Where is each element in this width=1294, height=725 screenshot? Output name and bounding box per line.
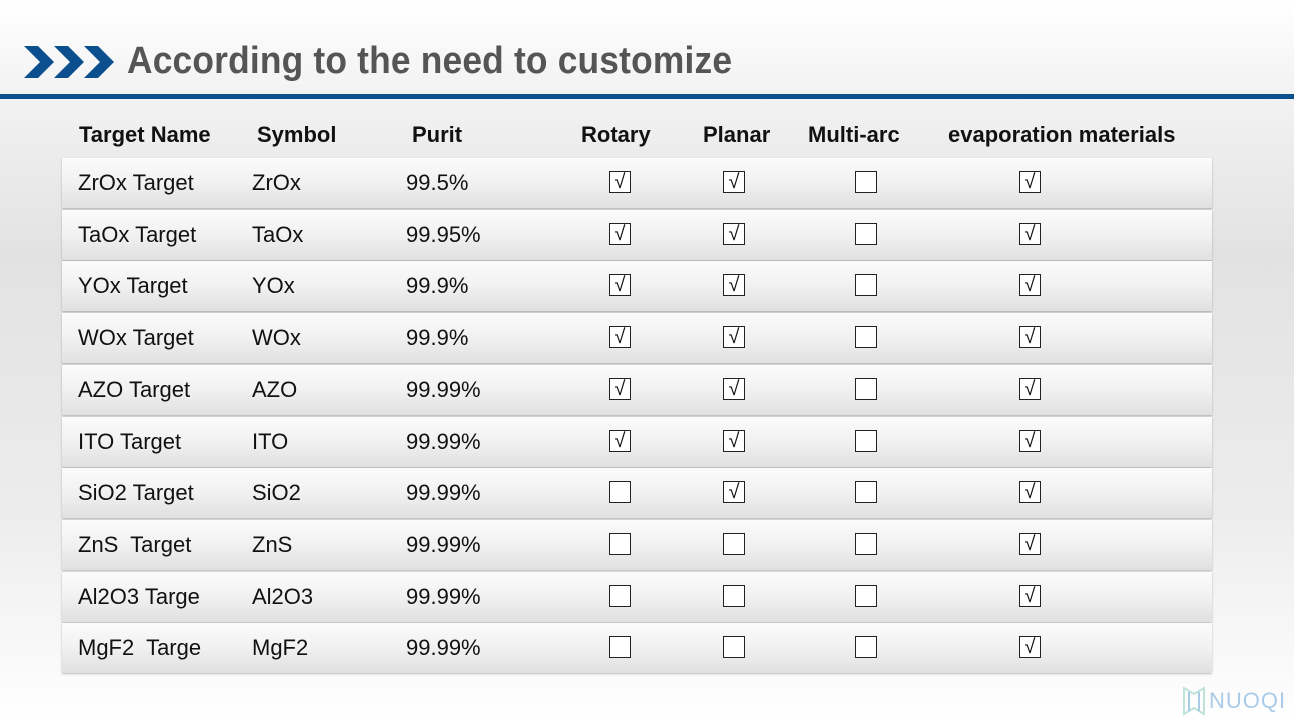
cell-name: SiO2 Target — [78, 480, 194, 506]
checked-box-icon: √ — [723, 429, 745, 452]
unchecked-box-icon — [723, 532, 745, 555]
header-symbol: Symbol — [257, 122, 337, 147]
checked-box-icon: √ — [723, 222, 745, 245]
checked-box-icon: √ — [723, 481, 745, 504]
page-title: According to the need to customize — [127, 40, 733, 82]
cell-symbol: ZrOx — [252, 170, 301, 195]
checked-box-icon: √ — [609, 274, 631, 297]
table-row: YOx Target YOx 99.9% √ √ √ — [62, 261, 1212, 312]
checked-box-icon: √ — [1019, 377, 1041, 400]
header-target-name: Target Name — [79, 122, 211, 147]
unchecked-box-icon — [855, 171, 877, 193]
cell-purity: 99.99% — [406, 531, 481, 557]
unchecked-box-icon — [609, 584, 631, 607]
cell-purity: 99.99% — [406, 376, 481, 402]
cell-symbol: TaOx — [252, 221, 304, 247]
unchecked-box-icon — [855, 532, 877, 555]
checked-box-icon: √ — [609, 377, 631, 400]
cell-purity: 99.5% — [406, 170, 469, 195]
cell-name: YOx Target — [78, 273, 188, 299]
cell-purity: 99.99% — [406, 428, 481, 454]
checked-box-icon: √ — [1019, 584, 1041, 607]
header-planar: Planar — [703, 122, 771, 147]
checked-box-icon: √ — [1019, 171, 1041, 193]
table-row: ZrOx Target ZrOx 99.5% √ √ √ — [62, 158, 1212, 208]
table-row: WOx Target WOx 99.9% √ √ √ — [62, 313, 1212, 364]
checked-box-icon: √ — [609, 326, 631, 349]
unchecked-box-icon — [723, 636, 745, 659]
table-row: TaOx Target TaOx 99.95% √ √ √ — [62, 209, 1212, 260]
cell-symbol: YOx — [252, 273, 295, 299]
cell-purity: 99.99% — [406, 635, 481, 661]
unchecked-box-icon — [855, 481, 877, 504]
unchecked-box-icon — [609, 636, 631, 659]
header-rotary: Rotary — [581, 122, 651, 147]
cell-name: ITO Target — [78, 428, 182, 454]
checked-box-icon: √ — [1019, 481, 1041, 504]
unchecked-box-icon — [723, 584, 745, 607]
table-row: AZO Target AZO 99.99% √ √ √ — [62, 364, 1212, 415]
unchecked-box-icon — [855, 636, 877, 659]
cell-name: Al2O3 Targe — [78, 583, 200, 609]
header-multi-arc: Multi-arc — [808, 122, 900, 147]
cell-symbol: SiO2 — [252, 480, 301, 506]
cell-name: ZnS Target — [78, 531, 192, 557]
checked-box-icon: √ — [723, 326, 745, 349]
checked-box-icon: √ — [609, 171, 631, 193]
table-row: Al2O3 Targe Al2O3 99.99% √ — [62, 571, 1212, 622]
cell-purity: 99.95% — [406, 221, 481, 247]
checked-box-icon: √ — [723, 377, 745, 400]
unchecked-box-icon — [609, 532, 631, 555]
checked-box-icon: √ — [609, 429, 631, 452]
nuoqi-logo: NUOQI — [1182, 686, 1286, 716]
unchecked-box-icon — [855, 274, 877, 297]
checked-box-icon: √ — [1019, 429, 1041, 452]
header-evaporation: evaporation materials — [948, 122, 1176, 147]
cell-name: MgF2 Targe — [78, 635, 202, 661]
cell-purity: 99.9% — [406, 325, 469, 351]
unchecked-box-icon — [855, 377, 877, 400]
cell-symbol: WOx — [252, 325, 301, 351]
cell-symbol: AZO — [252, 376, 298, 402]
table-row: SiO2 Target SiO2 99.99% √ √ — [62, 468, 1212, 519]
header-purity: Purit — [412, 122, 463, 147]
cell-name: TaOx Target — [78, 221, 197, 247]
cell-name: ZrOx Target — [78, 170, 194, 195]
cell-purity: 99.99% — [406, 583, 481, 609]
cell-symbol: ZnS — [252, 531, 293, 557]
cell-purity: 99.99% — [406, 480, 481, 506]
cell-name: WOx Target — [78, 325, 194, 351]
table-row: MgF2 Targe MgF2 99.99% √ — [62, 623, 1212, 674]
cell-purity: 99.9% — [406, 273, 469, 299]
unchecked-box-icon — [855, 326, 877, 349]
cell-symbol: ITO — [252, 428, 289, 454]
checked-box-icon: √ — [1019, 274, 1041, 297]
unchecked-box-icon — [855, 584, 877, 607]
table-row: ZnS Target ZnS 99.99% √ — [62, 519, 1212, 570]
checked-box-icon: √ — [1019, 326, 1041, 349]
cell-symbol: MgF2 — [252, 635, 309, 661]
unchecked-box-icon — [855, 222, 877, 245]
checked-box-icon: √ — [609, 222, 631, 245]
title-divider — [0, 94, 1294, 99]
checked-box-icon: √ — [723, 171, 745, 193]
checked-box-icon: √ — [1019, 222, 1041, 245]
unchecked-box-icon — [855, 429, 877, 452]
logo-text: NUOQI — [1209, 688, 1287, 713]
triple-chevron-icon — [24, 46, 114, 78]
table-row: ITO Target ITO 99.99% √ √ √ — [62, 416, 1212, 467]
cell-symbol: Al2O3 — [252, 583, 314, 609]
checked-box-icon: √ — [1019, 636, 1041, 659]
nuoqi-logo-icon — [1183, 686, 1205, 716]
unchecked-box-icon — [609, 481, 631, 504]
checked-box-icon: √ — [723, 274, 745, 297]
cell-name: AZO Target — [78, 376, 191, 402]
checked-box-icon: √ — [1019, 532, 1041, 555]
